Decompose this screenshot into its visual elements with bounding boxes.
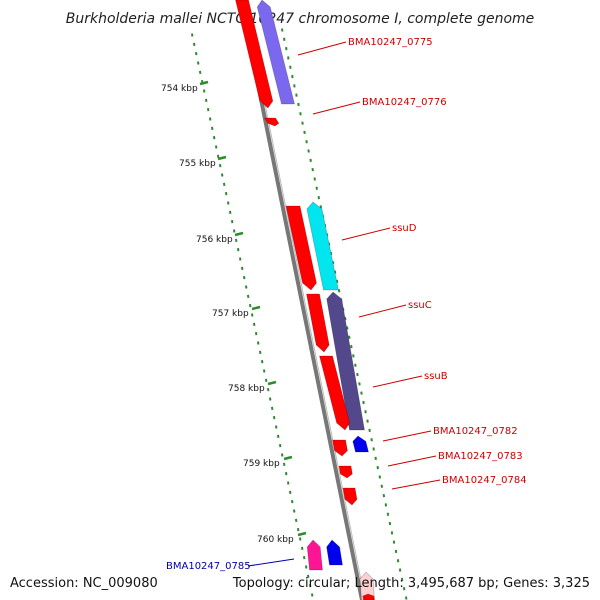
gene-label: ssuC — [408, 300, 432, 311]
major-tick — [251, 305, 261, 311]
gene-label: ssuB — [424, 371, 448, 382]
gene-label: BMA10247_0783 — [438, 451, 523, 462]
kbp-label: 757 kbp — [212, 309, 249, 319]
kbp-label: 754 kbp — [161, 84, 198, 94]
label-leader-line — [382, 430, 432, 442]
gene-arrow — [235, 0, 274, 109]
gene-arrow — [263, 117, 280, 127]
map-title: Burkholderia mallei NCTC 10247 chromosom… — [66, 11, 535, 27]
label-leader-line — [387, 455, 437, 467]
major-tick — [234, 231, 244, 237]
gene-arrow — [306, 293, 330, 353]
topology-text: Topology: circular; Length: 3,495,687 bp… — [232, 576, 590, 591]
label-leader-line — [341, 227, 391, 241]
gene-label: BMA10247_0785 — [166, 561, 251, 572]
gene-arrow — [319, 355, 351, 431]
gene-label: BMA10247_0776 — [362, 97, 447, 108]
gene-arrow — [338, 465, 353, 479]
major-tick — [199, 80, 209, 86]
label-leader-line — [372, 375, 423, 388]
kbp-label: 759 kbp — [243, 459, 280, 469]
gene-arrow — [306, 539, 323, 571]
gene-arrow — [285, 205, 317, 291]
label-leader-line — [391, 479, 441, 490]
kbp-label: 755 kbp — [179, 159, 216, 169]
gene-arrow — [326, 539, 343, 566]
kbp-label: 760 kbp — [257, 535, 294, 545]
gene-arrow — [359, 571, 375, 600]
major-tick — [267, 380, 277, 386]
label-leader-line — [247, 558, 295, 567]
accession-text: Accession: NC_009080 — [10, 576, 158, 591]
gene-arrow — [342, 487, 358, 506]
gene-arrow — [326, 291, 365, 431]
label-leader-line — [297, 41, 347, 56]
major-tick — [297, 531, 307, 537]
gene-label: BMA10247_0784 — [442, 475, 527, 486]
gene-label: ssuD — [392, 223, 417, 234]
gene-arrow — [332, 439, 348, 457]
label-leader-line — [358, 304, 407, 318]
outer-tick-ring — [191, 33, 314, 597]
kbp-scale: 754 kbp 755 kbp 756 kbp 757 kbp 758 kbp 759 k… — [161, 80, 307, 545]
gene-label: BMA10247_0775 — [348, 37, 433, 48]
label-leader-line — [312, 101, 361, 115]
gene-arrow — [352, 435, 369, 453]
label-leaders — [247, 41, 441, 567]
gene-arrow — [306, 201, 339, 291]
gene-features — [235, 0, 375, 600]
major-tick — [217, 155, 227, 161]
gene-arrow — [362, 593, 375, 600]
major-tick — [283, 455, 293, 461]
inner-tick-ring — [281, 28, 408, 600]
kbp-label: 758 kbp — [228, 384, 265, 394]
kbp-label: 756 kbp — [196, 235, 233, 245]
gene-label: BMA10247_0782 — [433, 426, 518, 437]
gene-labels: BMA10247_0775 BMA10247_0776 ssuD ssuC ssuB BM… — [166, 37, 527, 572]
gene-arrow — [256, 0, 295, 105]
